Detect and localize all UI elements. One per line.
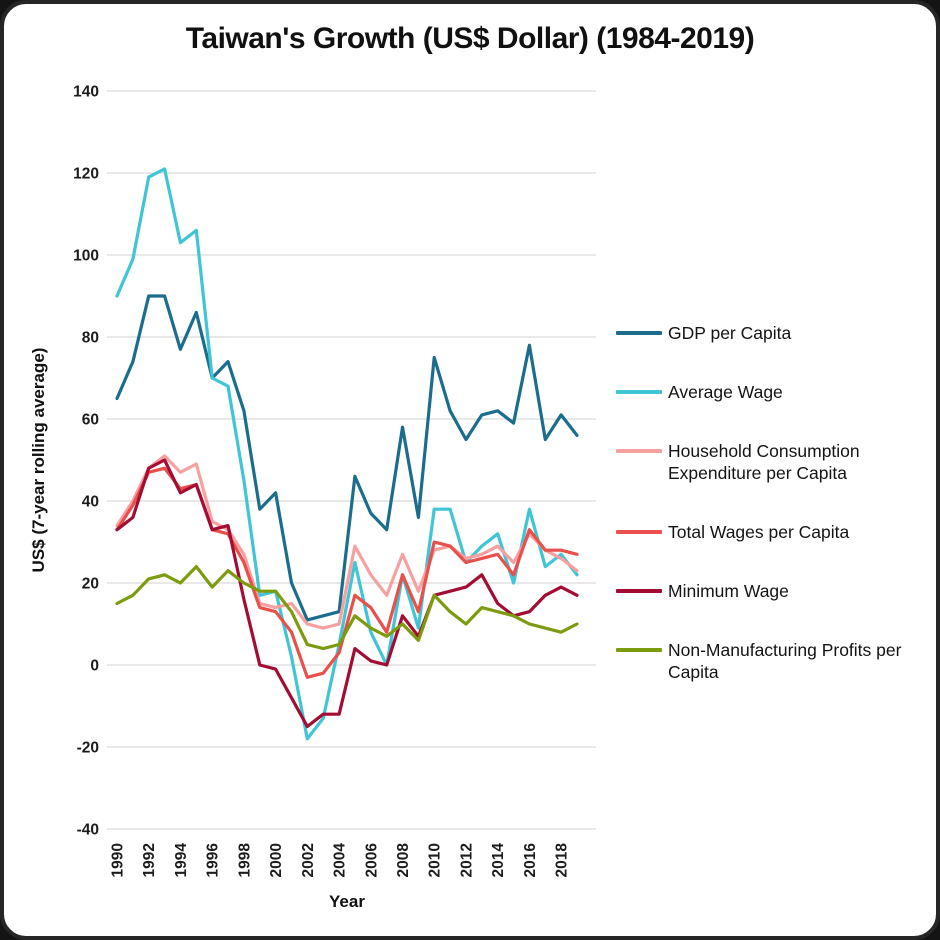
x-tick-label: 1994 xyxy=(173,843,190,878)
legend-item: Non-Manufacturing Profits per Capita xyxy=(616,639,936,685)
x-tick-label: 2008 xyxy=(395,843,412,878)
x-tick-label: 2014 xyxy=(490,843,507,878)
plot-area: -40 -20 0 20 40 60 80 100 120 140 1990 1992 1994 1996… xyxy=(29,84,596,911)
legend-item: Minimum Wage xyxy=(616,580,936,603)
series-line-total-wages-per-capita xyxy=(115,466,579,679)
x-tick-label: 2002 xyxy=(300,843,317,877)
x-tick-label: 1996 xyxy=(205,843,222,878)
x-tick-label: 2000 xyxy=(268,843,285,877)
legend-label: Average Wage xyxy=(668,381,783,402)
series-line-gdp-per-capita xyxy=(115,294,579,622)
legend: GDP per Capita Average Wage Household Cons… xyxy=(616,322,936,720)
legend-item: Total Wages per Capita xyxy=(616,521,936,544)
x-tick-label: 2006 xyxy=(363,843,380,878)
y-tick-label: 40 xyxy=(82,494,99,511)
legend-swatch xyxy=(616,448,662,453)
legend-item: Average Wage xyxy=(616,381,936,404)
x-tick-label: 1990 xyxy=(110,843,127,877)
legend-label: Non-Manufacturing Profits per Capita xyxy=(668,639,902,683)
y-tick-label: 100 xyxy=(73,248,99,265)
y-tick-label: 140 xyxy=(73,84,99,101)
x-tick-label: 2016 xyxy=(522,843,539,878)
y-tick-label: 60 xyxy=(82,412,99,429)
y-tick-label: 20 xyxy=(82,576,99,593)
legend-swatch xyxy=(616,647,662,652)
legend-label: Total Wages per Capita xyxy=(668,522,850,542)
x-tick-label: 2018 xyxy=(554,843,571,878)
y-tick-label: 120 xyxy=(73,166,99,183)
x-tick-label: 2004 xyxy=(332,843,349,878)
y-tick-label: -40 xyxy=(77,822,99,839)
series-line-household-consumption-expenditure-per-capita xyxy=(115,454,579,630)
legend-label: Minimum Wage xyxy=(668,580,789,601)
chart-title: Taiwan's Growth (US$ Dollar) (1984-2019) xyxy=(185,22,755,55)
x-axis-title: Year xyxy=(329,892,365,911)
x-tick-label: 1992 xyxy=(141,843,158,877)
series-line-minimum-wage xyxy=(115,458,579,729)
y-tick-label: 80 xyxy=(82,330,99,347)
series-line-non-manufacturing-profits-per-capita xyxy=(115,565,579,651)
legend-item: Household Consumption Expenditure per Ca… xyxy=(616,440,936,486)
y-axis-title: US$ (7-year rolling average) xyxy=(29,348,48,573)
series-line-average-wage xyxy=(115,167,579,741)
legend-swatch xyxy=(616,588,662,593)
y-tick-label: 0 xyxy=(90,658,99,675)
legend-label: Household Consumption Expenditure per Ca… xyxy=(668,440,860,484)
x-tick-label: 2010 xyxy=(427,843,444,877)
legend-swatch xyxy=(616,331,662,335)
legend-item: GDP per Capita xyxy=(616,322,936,345)
y-tick-label: -20 xyxy=(77,740,99,757)
x-tick-label: 2012 xyxy=(458,843,475,877)
legend-swatch xyxy=(616,530,662,534)
legend-swatch xyxy=(616,389,662,394)
x-tick-label: 1998 xyxy=(236,843,253,878)
legend-label: GDP per Capita xyxy=(668,323,792,343)
